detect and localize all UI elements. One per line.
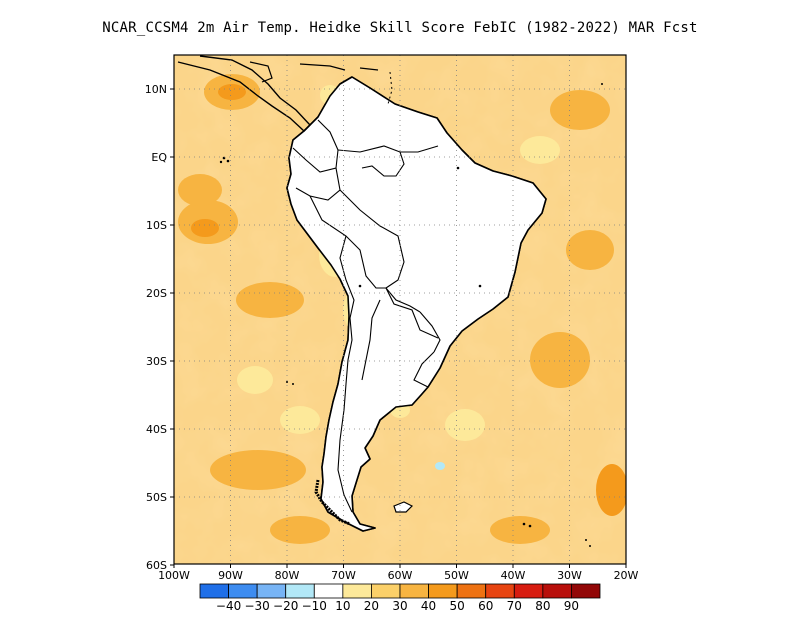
colorbar-swatch: [371, 584, 400, 598]
colorbar: −40 −30 −20 −10 10 20 30 40 50 60 70 80 90: [200, 584, 600, 613]
colorbar-label: −30: [244, 599, 269, 613]
ocean-blob: [596, 464, 628, 516]
colorbar-label: −10: [302, 599, 327, 613]
lat-tick-label: 50S: [146, 491, 167, 504]
colorbar-swatch: [457, 584, 486, 598]
colorbar-swatch: [229, 584, 258, 598]
lat-tick-label: EQ: [151, 151, 167, 164]
colorbar-swatch: [486, 584, 515, 598]
colorbar-label: 10: [335, 599, 350, 613]
lon-tick-label: 60W: [388, 569, 413, 582]
ocean-blob: [236, 282, 304, 318]
lon-tick-label: 70W: [331, 569, 356, 582]
ocean-blob: [210, 450, 306, 490]
ocean-pale: [280, 406, 320, 434]
ocean-blob: [270, 516, 330, 544]
ocean-pale: [520, 136, 560, 164]
ocean-blob: [218, 84, 246, 100]
ocean-blob: [178, 174, 222, 206]
longitude-axis: 100W 90W 80W 70W 60W 50W 40W 30W 20W: [158, 564, 638, 582]
colorbar-label: 90: [564, 599, 579, 613]
colorbar-label: 50: [450, 599, 465, 613]
ocean-blob: [530, 332, 590, 388]
colorbar-label: 60: [478, 599, 493, 613]
colorbar-swatch: [543, 584, 572, 598]
colorbar-label: −20: [273, 599, 298, 613]
colorbar-label: 20: [364, 599, 379, 613]
colorbar-swatch: [400, 584, 429, 598]
colorbar-label: 80: [535, 599, 550, 613]
lon-tick-label: 40W: [501, 569, 526, 582]
colorbar-swatch: [200, 584, 229, 598]
colorbar-label: −40: [216, 599, 241, 613]
colorbar-swatch: [514, 584, 543, 598]
lon-tick-label: 80W: [275, 569, 300, 582]
colorbar-swatch: [314, 584, 343, 598]
map-figure: 10NEQ10S20S30S40S50S60S 100W 90W 80W 70W 60W…: [0, 0, 800, 618]
ocean-blob: [490, 516, 550, 544]
lon-tick-label: 100W: [158, 569, 190, 582]
ocean-blob: [550, 90, 610, 130]
lat-tick-label: 10S: [146, 219, 167, 232]
ocean-blob: [566, 230, 614, 270]
lon-tick-label: 20W: [614, 569, 639, 582]
lon-tick-label: 90W: [218, 569, 243, 582]
colorbar-swatch: [286, 584, 315, 598]
lat-tick-label: 20S: [146, 287, 167, 300]
colorbar-swatch: [343, 584, 372, 598]
lon-tick-label: 30W: [557, 569, 582, 582]
lat-tick-label: 10N: [145, 83, 167, 96]
colorbar-swatch: [571, 584, 600, 598]
colorbar-swatch: [429, 584, 458, 598]
colorbar-label: 70: [507, 599, 522, 613]
lat-tick-label: 30S: [146, 355, 167, 368]
ocean-pale: [237, 366, 273, 394]
colorbar-label: 40: [421, 599, 436, 613]
lat-tick-label: 40S: [146, 423, 167, 436]
lon-tick-label: 50W: [444, 569, 469, 582]
ocean-pale: [445, 409, 485, 441]
ocean-blob: [191, 219, 219, 237]
colorbar-label: 30: [392, 599, 407, 613]
skill-field: [174, 55, 628, 564]
negative-skill-patch: [435, 462, 445, 470]
colorbar-swatch: [257, 584, 286, 598]
